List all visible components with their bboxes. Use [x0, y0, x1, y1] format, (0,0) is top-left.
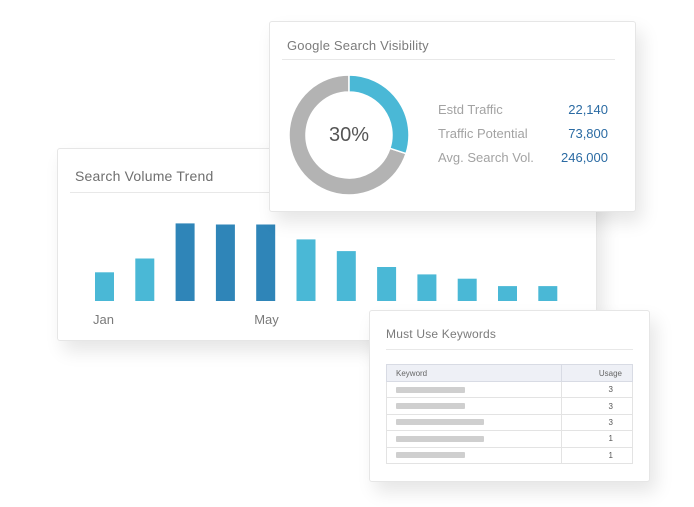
- table-row[interactable]: 3: [385, 413, 633, 432]
- bar: [336, 251, 356, 301]
- table-row[interactable]: 3: [385, 380, 633, 399]
- keyword-cell: [385, 446, 563, 464]
- keywords-title: Must Use Keywords: [386, 327, 497, 341]
- bar: [538, 286, 558, 301]
- usage-cell: 1: [561, 446, 633, 464]
- bar: [175, 223, 195, 301]
- keyword-placeholder-bar: [396, 435, 484, 442]
- column-header-usage: Usage: [561, 364, 633, 382]
- google-search-visibility-card: Google Search Visibility 30% Estd Traffi…: [269, 21, 636, 212]
- usage-cell: 3: [561, 397, 633, 415]
- keyword-placeholder-bar: [396, 419, 484, 426]
- keyword-placeholder-bar: [396, 403, 465, 410]
- usage-cell: 1: [561, 430, 633, 448]
- search-volume-chart: Jan May: [93, 223, 558, 327]
- metric-label: Avg. Search Vol.: [438, 150, 534, 165]
- metric-value: 73,800: [568, 126, 608, 141]
- bar: [296, 239, 316, 301]
- metric-value: 246,000: [561, 150, 608, 165]
- metric-avg-search-vol: Avg. Search Vol. 246,000: [438, 150, 608, 168]
- visibility-donut-chart: [288, 74, 410, 196]
- bar: [498, 286, 517, 301]
- bar: [215, 224, 235, 301]
- donut-segment-visible: [348, 74, 410, 155]
- divider: [282, 59, 615, 60]
- bar: [457, 278, 477, 301]
- metric-label: Traffic Potential: [438, 126, 528, 141]
- table-row[interactable]: 1: [385, 446, 633, 464]
- metric-estd-traffic: Estd Traffic 22,140: [438, 102, 608, 120]
- visibility-title: Google Search Visibility: [287, 38, 429, 53]
- column-header-keyword: Keyword: [385, 364, 563, 382]
- x-tick-label: May: [254, 312, 279, 327]
- bar: [95, 272, 114, 301]
- keyword-placeholder-bar: [396, 452, 465, 459]
- x-tick-label: Jan: [93, 312, 114, 327]
- divider: [386, 349, 633, 350]
- keyword-placeholder-bar: [396, 386, 465, 393]
- metric-value: 22,140: [568, 102, 608, 117]
- donut-segment-remaining: [288, 74, 408, 196]
- keyword-cell: [385, 430, 563, 448]
- bar: [135, 258, 155, 301]
- keyword-cell: [385, 397, 563, 415]
- metric-traffic-potential: Traffic Potential 73,800: [438, 126, 608, 144]
- table-header-row: Keyword Usage: [385, 364, 633, 382]
- keyword-cell: [385, 380, 563, 399]
- table-row[interactable]: 1: [385, 430, 633, 448]
- usage-cell: 3: [561, 413, 633, 432]
- search-volume-trend-title: Search Volume Trend: [75, 168, 214, 184]
- bar: [417, 274, 437, 301]
- bar: [377, 267, 397, 301]
- usage-cell: 3: [561, 380, 633, 399]
- metric-label: Estd Traffic: [438, 102, 503, 117]
- bar: [256, 224, 276, 301]
- table-row[interactable]: 3: [385, 397, 633, 415]
- keyword-cell: [385, 413, 563, 432]
- visibility-percent: 30%: [328, 123, 370, 146]
